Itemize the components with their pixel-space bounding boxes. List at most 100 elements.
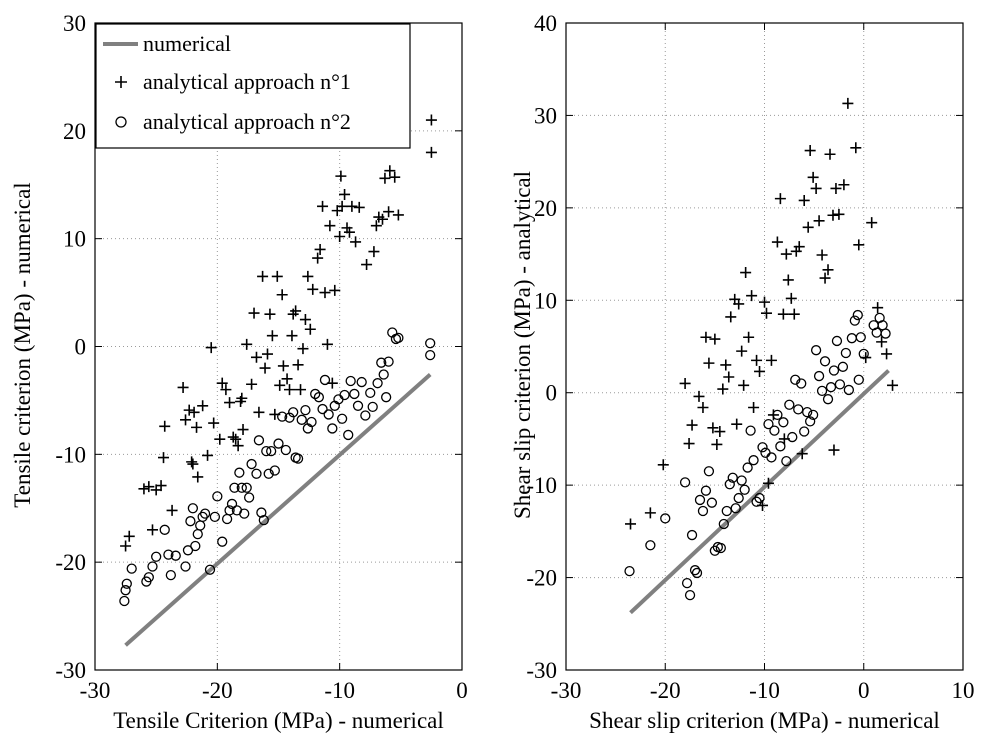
analytical-2-point: [313, 392, 325, 403]
analytical-2-point: [877, 320, 888, 331]
analytical-2-point: [217, 536, 228, 547]
analytical-2-point: [345, 375, 356, 387]
analytical-1-point: [762, 477, 774, 489]
y-axis-label: Tensile criterion (MPa) - numerical: [10, 182, 35, 507]
analytical-1-point: [384, 165, 396, 177]
analytical-2-point: [376, 357, 387, 368]
analytical-2-point: [684, 589, 696, 601]
analytical-1-point: [368, 246, 380, 258]
analytical-1-point: [312, 252, 324, 264]
analytical-2-point: [819, 356, 831, 367]
analytical-2-point: [151, 551, 162, 562]
analytical-2-point: [697, 505, 709, 517]
legend-box: [95, 23, 411, 149]
analytical-2-point: [757, 442, 768, 453]
analytical-1-point: [842, 97, 854, 109]
x-tick-label: -10: [324, 678, 355, 703]
analytical-1-point: [788, 308, 800, 320]
analytical-1-point: [361, 259, 373, 271]
analytical-1-point: [782, 274, 794, 286]
y-tick-label: -20: [55, 550, 86, 575]
y-tick-label: 20: [534, 196, 557, 221]
analytical-2-point: [805, 416, 816, 427]
analytical-2-point: [197, 511, 208, 523]
analytical-1-point: [709, 333, 721, 345]
analytical-2-point: [170, 550, 181, 561]
y-tick-label: -30: [526, 658, 557, 683]
analytical-1-point: [253, 406, 265, 418]
analytical-1-point: [810, 182, 822, 194]
analytical-1-point: [376, 213, 388, 225]
y-axis-label: Shear slip criterion (MPa) - analytical: [510, 171, 535, 519]
numerical-line: [629, 369, 890, 615]
analytical-1-point: [754, 365, 766, 377]
analytical-1-point: [697, 402, 709, 414]
analytical-2-point: [721, 505, 732, 517]
analytical-1-point: [329, 284, 341, 296]
analytical-1-point: [736, 345, 748, 357]
analytical-1-point: [286, 330, 298, 342]
analytical-1-point: [723, 371, 735, 383]
analytical-1-point: [158, 452, 170, 464]
analytical-2-point: [296, 414, 307, 425]
analytical-2-point: [858, 348, 869, 360]
y-tick-label: 10: [63, 227, 86, 252]
analytical-1-point: [180, 414, 192, 426]
analytical-1-point: [188, 406, 200, 418]
analytical-2-point: [825, 382, 837, 393]
analytical-1-point: [802, 221, 814, 233]
legend-label: numerical: [143, 31, 231, 56]
analytical-1-point: [725, 311, 737, 323]
analytical-1-point: [731, 418, 743, 430]
analytical-1-point: [866, 217, 878, 229]
analytical-2-point: [802, 406, 813, 418]
analytical-2-point: [822, 394, 834, 405]
analytical-2-point: [273, 438, 284, 449]
analytical-1-point: [353, 201, 365, 213]
analytical-2-point: [317, 403, 328, 415]
legend-plus-swatch: [115, 76, 127, 88]
analytical-1-point: [343, 226, 355, 238]
y-tick-label: 20: [63, 119, 86, 144]
analytical-1-point: [683, 438, 695, 450]
analytical-1-point: [192, 471, 204, 483]
y-tick-label: 10: [534, 288, 557, 313]
analytical-2-point: [246, 458, 257, 470]
analytical-1-point: [746, 290, 758, 302]
analytical-1-point: [324, 220, 336, 232]
analytical-1-point: [224, 397, 236, 409]
analytical-1-point: [307, 283, 319, 295]
analytical-2-point: [277, 411, 288, 422]
analytical-2-point: [383, 356, 394, 367]
analytical-2-point: [706, 497, 718, 508]
analytical-2-point: [849, 315, 860, 326]
analytical-1-point: [299, 314, 311, 326]
analytical-2-point: [292, 453, 304, 464]
analytical-1-point: [346, 200, 358, 212]
analytical-1-point: [379, 172, 391, 184]
analytical-1-point: [277, 360, 289, 372]
analytical-2-point: [727, 472, 738, 483]
analytical-2-point: [772, 409, 783, 421]
analytical-2-point: [425, 338, 436, 349]
analytical-1-point: [339, 188, 351, 200]
analytical-1-point: [644, 507, 656, 519]
analytical-2-point: [796, 378, 807, 389]
analytical-1-point: [872, 302, 884, 314]
analytical-2-point: [365, 387, 376, 399]
y-tick-label: 30: [534, 103, 557, 128]
analytical-2-point: [120, 585, 131, 596]
analytical-2-point: [718, 518, 729, 530]
legend-circle-swatch: [115, 116, 127, 128]
analytical-2-point: [306, 416, 317, 428]
analytical-2-point: [251, 468, 262, 479]
analytical-1-point: [232, 440, 244, 452]
analytical-2-point: [234, 467, 245, 478]
analytical-1-point: [302, 270, 314, 282]
analytical-1-point: [830, 182, 842, 194]
analytical-2-point: [724, 479, 735, 490]
analytical-1-point: [733, 298, 745, 310]
analytical-2-point: [691, 567, 703, 579]
analytical-1-point: [237, 424, 249, 436]
